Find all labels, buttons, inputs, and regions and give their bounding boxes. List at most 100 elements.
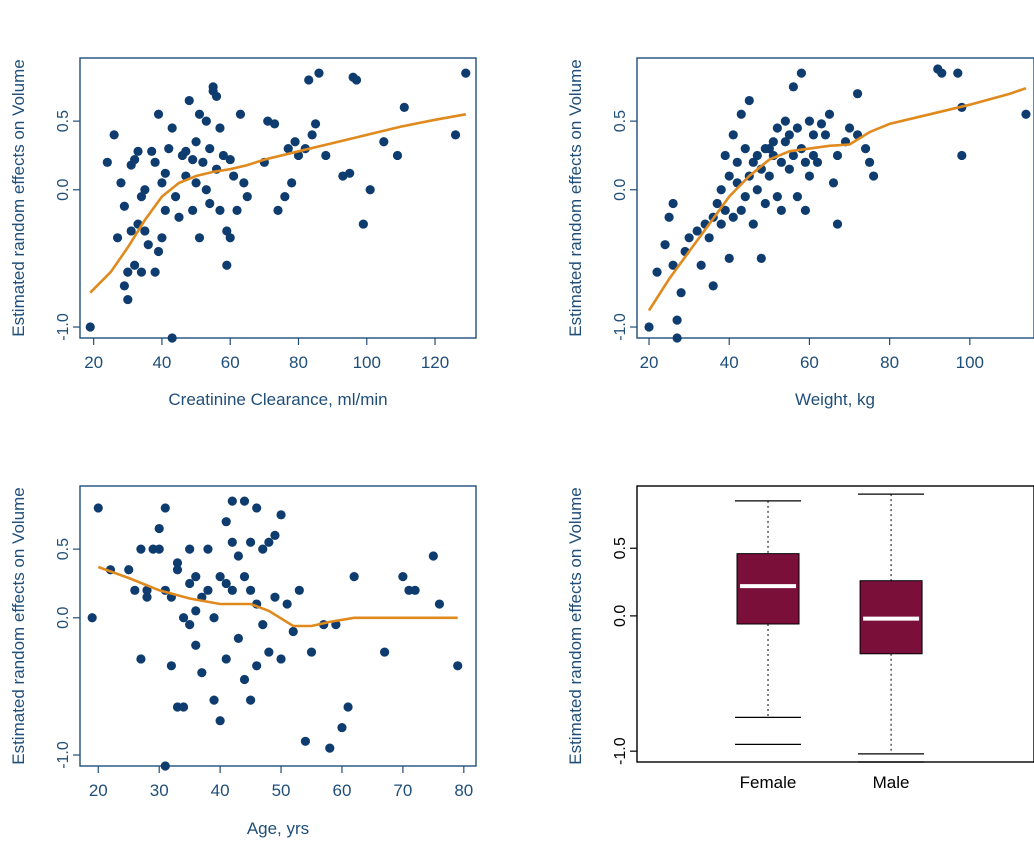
data-point	[740, 192, 750, 202]
x-tick-label: 70	[393, 781, 412, 800]
x-tick-label: 20	[84, 353, 103, 372]
data-point	[812, 157, 823, 167]
plot-frame	[79, 485, 477, 767]
data-point	[704, 233, 714, 243]
data-point	[672, 315, 682, 325]
x-tick-label: 100	[956, 353, 984, 372]
data-point	[222, 260, 232, 270]
data-point	[708, 281, 718, 291]
data-point	[126, 226, 136, 236]
data-point	[160, 503, 170, 513]
data-point	[119, 281, 129, 291]
data-point	[736, 109, 746, 119]
data-point	[222, 226, 232, 236]
data-point	[644, 322, 654, 332]
data-point	[728, 130, 738, 140]
data-point	[140, 226, 150, 236]
data-point	[410, 585, 420, 595]
data-point	[287, 178, 297, 188]
data-point	[740, 143, 750, 154]
data-point	[181, 146, 191, 156]
data-point	[143, 240, 153, 250]
data-point	[93, 503, 103, 513]
data-point	[221, 517, 231, 527]
data-point	[215, 571, 225, 582]
data-point	[191, 137, 201, 147]
data-point	[768, 137, 778, 147]
data-point	[864, 157, 875, 167]
data-point	[724, 253, 734, 263]
data-point	[178, 613, 189, 623]
plot-frame	[79, 57, 477, 339]
data-point	[788, 82, 798, 92]
data-point	[764, 143, 774, 154]
data-point	[174, 212, 184, 222]
data-point	[788, 150, 798, 161]
y-tick-label: 0.0	[55, 607, 72, 629]
data-point	[218, 150, 228, 161]
data-point	[434, 599, 445, 609]
data-point	[172, 565, 183, 575]
data-point	[337, 722, 347, 733]
y-tick-label: 0.0	[612, 605, 629, 627]
x-tick-label: 120	[421, 353, 449, 372]
data-point	[245, 585, 256, 595]
panel-weight: 20 40 60 80 100 0.5 0.0 -1.0 Weight, kg Estima…	[566, 57, 1034, 409]
data-point	[150, 267, 160, 277]
data-point	[276, 510, 286, 520]
data-point	[282, 599, 292, 609]
panel-sex-boxplot: Female Male 0.5 0.0 -1.0 Estimated random e…	[566, 485, 1034, 792]
data-point	[800, 205, 811, 215]
data-point	[776, 157, 786, 167]
data-point	[242, 192, 252, 202]
data-point	[227, 496, 237, 506]
data-point	[160, 761, 170, 771]
data-point	[270, 530, 280, 541]
y-axis: 0.5 0.0 -1.0	[612, 110, 637, 341]
data-point	[203, 544, 213, 554]
box-plots	[735, 493, 925, 763]
data-point	[252, 503, 262, 513]
data-point	[461, 68, 471, 78]
plot-frame	[636, 57, 1034, 339]
data-point	[351, 75, 362, 85]
data-point	[172, 558, 183, 568]
data-point	[85, 322, 95, 332]
data-point	[191, 640, 201, 650]
x-category-label: Male	[873, 773, 910, 792]
data-point	[652, 267, 662, 277]
y-axis: 0.5 0.0 -1.0	[55, 110, 80, 341]
data-point	[816, 119, 827, 129]
data-point	[227, 537, 237, 547]
data-point	[140, 185, 150, 195]
data-point	[102, 157, 112, 167]
data-point	[321, 150, 331, 161]
data-point	[116, 178, 126, 188]
data-point	[796, 68, 807, 78]
data-point	[290, 137, 300, 147]
data-point	[239, 571, 250, 582]
data-point	[264, 537, 274, 547]
data-point	[325, 743, 335, 753]
data-point	[136, 654, 146, 664]
data-point	[229, 171, 239, 181]
data-point	[664, 212, 674, 222]
data-point	[205, 198, 215, 209]
data-point	[306, 647, 317, 657]
data-point	[748, 157, 758, 167]
y-axis-label: Estimated random effects on Volume	[9, 487, 28, 765]
data-point	[215, 123, 225, 133]
x-tick-label: 80	[289, 353, 308, 372]
y-axis: 0.5 0.0 -1.0	[612, 537, 637, 765]
y-tick-label: -1.0	[55, 741, 72, 769]
data-point	[119, 201, 129, 211]
panel-creatinine: 20 40 60 80 100 120 0.5 0.0 -1.0 Creatinine Cle…	[9, 57, 477, 409]
x-category-label: Female	[740, 773, 797, 792]
data-point	[112, 233, 123, 243]
data-point	[676, 288, 686, 298]
data-point	[167, 123, 177, 133]
data-point	[136, 267, 147, 277]
data-point	[258, 620, 268, 630]
data-point	[201, 116, 211, 126]
data-point	[392, 150, 403, 161]
